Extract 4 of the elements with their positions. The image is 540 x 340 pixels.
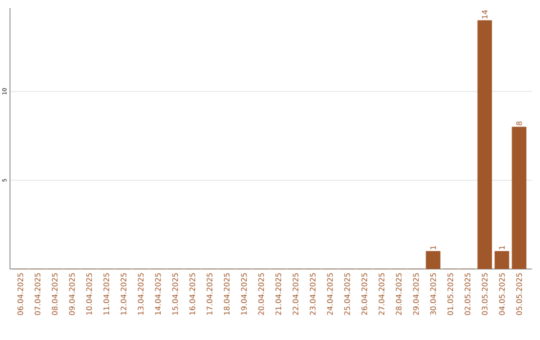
bar <box>512 126 526 269</box>
bar <box>494 251 510 269</box>
bar <box>426 251 440 269</box>
bar <box>477 20 492 269</box>
